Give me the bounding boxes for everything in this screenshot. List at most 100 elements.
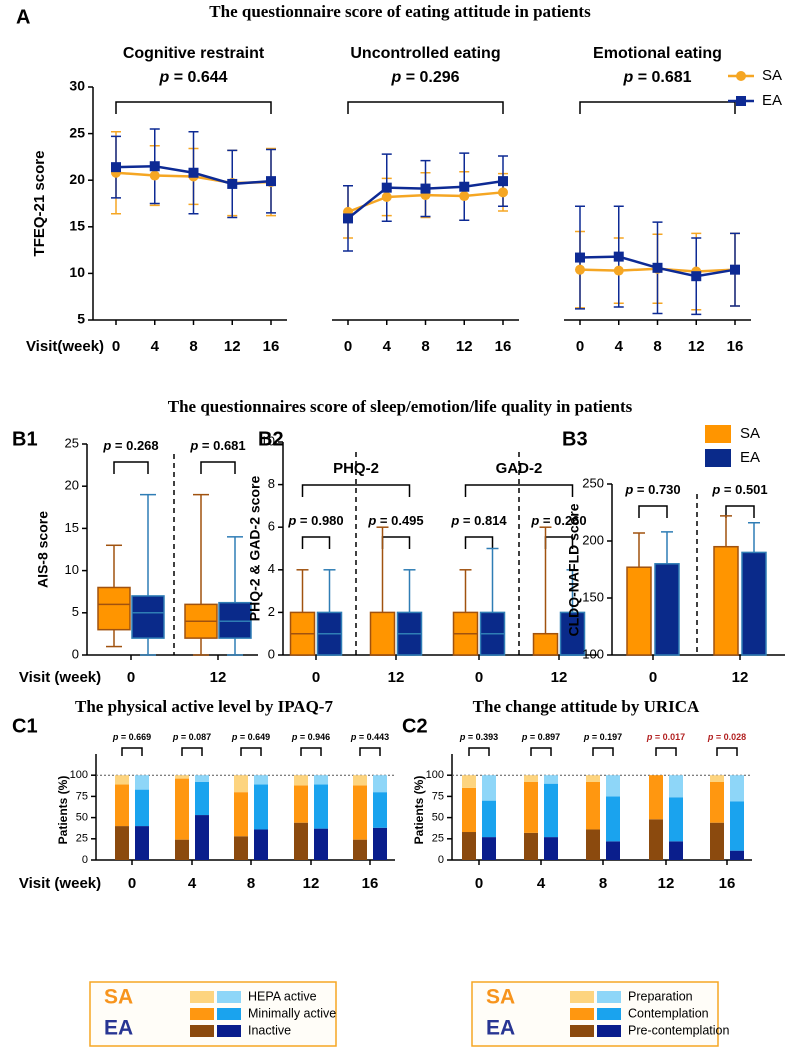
- legend-box: [471, 981, 719, 1047]
- bracket: [579, 101, 736, 114]
- bar-segment: [373, 775, 387, 793]
- bar-segment: [373, 792, 387, 828]
- y-tick-label: 75: [432, 790, 444, 802]
- legend-label: Inactive: [248, 1023, 291, 1037]
- bar-segment: [730, 801, 744, 851]
- panel-label: B2: [258, 428, 284, 450]
- marker: [149, 161, 160, 172]
- bracket: [530, 747, 552, 756]
- x-tick-label: 12: [688, 338, 705, 355]
- box: [559, 611, 586, 656]
- y-tick-label: 25: [69, 124, 85, 140]
- y-axis-label: Patients (%): [412, 776, 426, 845]
- bar-segment: [710, 781, 724, 823]
- x-tick-label: 12: [732, 669, 749, 686]
- bar-segment: [482, 837, 496, 860]
- legend-swatch: [217, 1008, 241, 1020]
- x-tick-label: 4: [615, 338, 624, 355]
- bar-segment: [195, 815, 209, 860]
- legend-swatch: [570, 1025, 594, 1037]
- x-tick-label: 12: [551, 669, 568, 686]
- marker: [652, 262, 663, 273]
- x-tick-label: 8: [247, 875, 255, 892]
- legend-swatch: [705, 449, 731, 467]
- bracket: [301, 536, 331, 549]
- bracket: [300, 747, 322, 756]
- bar-segment: [586, 781, 600, 830]
- y-tick-label: 75: [76, 790, 88, 802]
- legend-swatch: [190, 991, 214, 1003]
- bar-segment: [544, 783, 558, 838]
- y-axis-label: PHQ-2 & GAD-2 score: [247, 476, 263, 622]
- bar-segment: [524, 832, 538, 860]
- bar-segment: [524, 781, 538, 833]
- marker: [188, 167, 199, 178]
- legend-swatch: [217, 991, 241, 1003]
- bracket: [240, 747, 262, 756]
- p-value: p = 0.897: [521, 732, 560, 742]
- y-tick-label: 50: [76, 812, 88, 824]
- bar-segment: [606, 775, 620, 797]
- bar-segment: [482, 800, 496, 838]
- chart-title: The physical active level by IPAQ-7: [75, 697, 333, 716]
- bar-segment: [175, 778, 189, 840]
- y-tick-label: 10: [65, 562, 79, 577]
- y-tick-label: 250: [582, 475, 604, 490]
- x-tick-label: 0: [649, 669, 657, 686]
- x-tick-label: 12: [224, 338, 241, 355]
- legend-group: EA: [486, 1017, 515, 1040]
- panel-label: C2: [402, 715, 428, 737]
- y-tick-label: 4: [268, 561, 275, 576]
- y-tick-label: 25: [76, 833, 88, 845]
- panel-label: B3: [562, 428, 588, 450]
- panel-label: C1: [12, 715, 38, 737]
- bar-segment: [586, 775, 600, 782]
- bar-segment: [353, 785, 367, 840]
- bar-segment: [462, 787, 476, 833]
- marker: [149, 170, 160, 181]
- bar-segment: [254, 829, 268, 860]
- x-axis-label: Visit (week): [19, 875, 101, 892]
- p-value: p = 0.669: [112, 732, 151, 742]
- group-title: Cognitive restraint: [123, 45, 265, 62]
- marker: [381, 182, 392, 193]
- bracket: [381, 536, 411, 549]
- bar-segment: [482, 775, 496, 801]
- x-tick-label: 4: [383, 338, 392, 355]
- marker: [691, 271, 702, 282]
- marker: [613, 251, 624, 262]
- panel-label: A: [16, 6, 30, 28]
- x-tick-label: 4: [537, 875, 546, 892]
- bar-segment: [254, 775, 268, 785]
- x-tick-label: 12: [388, 669, 405, 686]
- y-tick-label: 2: [268, 604, 275, 619]
- bar-segment: [462, 832, 476, 860]
- y-tick-label: 100: [426, 769, 444, 781]
- legend-swatch: [597, 991, 621, 1003]
- y-tick-label: 25: [432, 833, 444, 845]
- bar-segment: [710, 822, 724, 860]
- x-tick-label: 0: [112, 338, 120, 355]
- y-tick-label: 0: [438, 854, 444, 866]
- bar-segment: [730, 775, 744, 802]
- p-value: p = 0.501: [711, 482, 767, 497]
- y-tick-label: 5: [77, 311, 85, 327]
- chart-title: The change attitude by URICA: [473, 697, 700, 716]
- box: [131, 595, 165, 639]
- bar-segment: [115, 775, 129, 785]
- marker: [613, 265, 624, 276]
- bar-segment: [195, 775, 209, 782]
- bracket: [200, 461, 236, 474]
- p-value: p = 0.946: [291, 732, 330, 742]
- x-tick-label: 0: [475, 669, 483, 686]
- legend-label: Preparation: [628, 989, 693, 1003]
- y-tick-label: 100: [582, 646, 604, 661]
- y-tick-label: 0: [82, 854, 88, 866]
- marker: [111, 162, 121, 173]
- x-tick-label: 4: [188, 875, 197, 892]
- p-value: p = 0.028: [707, 732, 746, 742]
- p-value: p = 0.296: [390, 69, 459, 86]
- marker: [498, 187, 508, 198]
- x-axis-label: Visit(week): [26, 338, 104, 355]
- bar-segment: [606, 841, 620, 860]
